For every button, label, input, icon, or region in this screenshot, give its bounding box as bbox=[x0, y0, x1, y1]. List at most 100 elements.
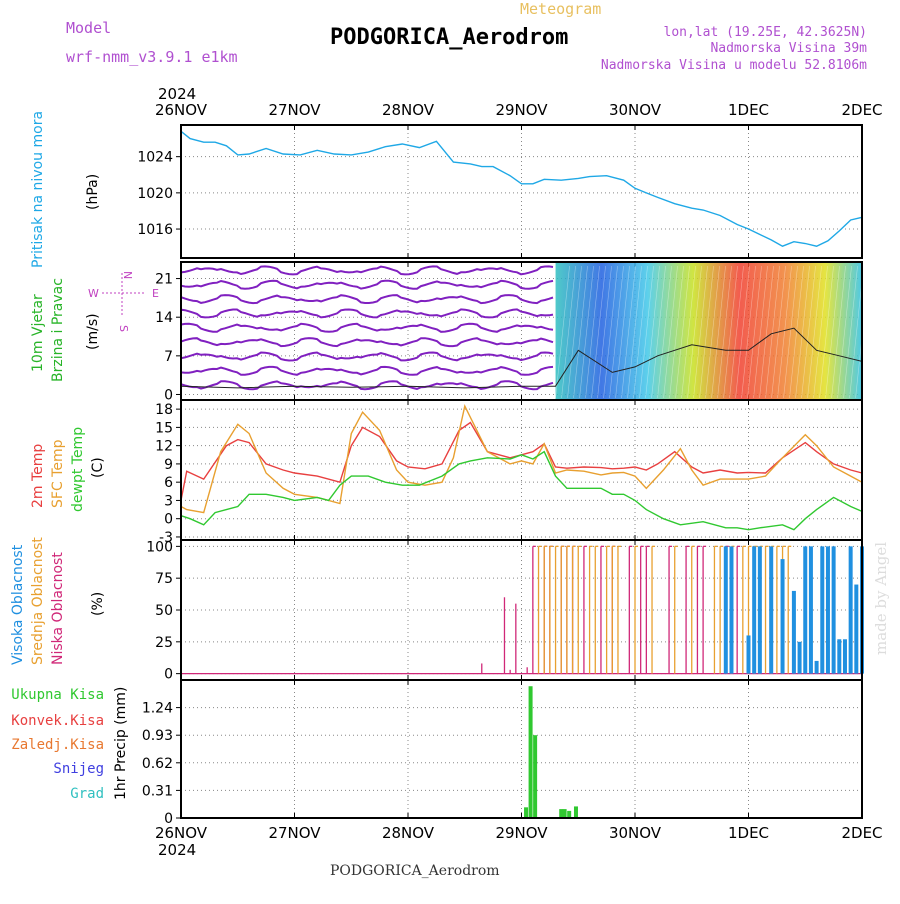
wind-hatch bbox=[567, 265, 582, 399]
precip-bar bbox=[573, 806, 578, 818]
cloud-high-bar bbox=[820, 546, 825, 674]
wind-hatch bbox=[831, 265, 846, 399]
precip-unit: 1hr Precip (mm) bbox=[113, 687, 129, 800]
precip-bar bbox=[533, 735, 538, 818]
y-tick-label: 0 bbox=[164, 667, 173, 683]
temp-line bbox=[180, 421, 863, 501]
wind-hatch bbox=[669, 265, 684, 399]
cloud-high-bar bbox=[752, 546, 757, 674]
precip-bar bbox=[559, 809, 564, 818]
cloud-panel: 0 25 50 75 100 bbox=[146, 539, 864, 683]
cloud-high-bar bbox=[723, 546, 728, 674]
cloud-high-bar bbox=[848, 546, 853, 674]
panel-frame bbox=[180, 679, 863, 819]
station-title: PODGORICA_Aerodrom bbox=[330, 25, 568, 50]
temp-line bbox=[180, 450, 863, 531]
wind-hatch bbox=[801, 265, 816, 399]
wind-hatch bbox=[735, 265, 750, 399]
wind-hatch bbox=[651, 265, 666, 399]
top-date-axis: 26NOV 27NOV 28NOV 29NOV 30NOV 1DEC 2DEC bbox=[155, 101, 883, 119]
precip-legend-snow: Snijeg bbox=[53, 761, 104, 777]
wind-hatch bbox=[753, 265, 768, 399]
bottom-date-label: 28NOV bbox=[382, 824, 435, 842]
cloud-high-bar bbox=[769, 546, 774, 674]
bottom-date-label: 27NOV bbox=[268, 824, 321, 842]
wind-hatch bbox=[813, 265, 828, 399]
model-name: wrf-nmm_v3.9.1 e1km bbox=[66, 48, 238, 66]
year-bottom: 2024 bbox=[158, 841, 196, 859]
bottom-date-label: 2DEC bbox=[841, 824, 882, 842]
cloud-side-label-2: Srednja Oblacnost bbox=[30, 537, 46, 665]
bottom-date-label: 29NOV bbox=[495, 824, 548, 842]
wind-hatch bbox=[621, 265, 636, 399]
wind-unit: (m/s) bbox=[85, 313, 101, 350]
wind-hatch bbox=[609, 265, 624, 399]
wind-hatch bbox=[561, 265, 576, 399]
y-tick-label: 7 bbox=[164, 349, 173, 365]
cloud-high-bar bbox=[791, 590, 796, 674]
cloud-high-bar bbox=[825, 546, 830, 674]
wind-hatch bbox=[693, 265, 708, 399]
wind-hatch bbox=[681, 265, 696, 399]
model-elevation: Nadmorska Visina u modelu 52.8106m bbox=[601, 58, 867, 73]
wind-hatch bbox=[861, 265, 876, 399]
wind-hatch bbox=[723, 265, 738, 399]
wind-hatch bbox=[795, 265, 810, 399]
y-tick-label: 1016 bbox=[137, 222, 173, 238]
wind-barb-row bbox=[180, 265, 554, 276]
wind-hatch bbox=[657, 265, 672, 399]
wind-hatch bbox=[825, 265, 840, 399]
wind-hatch bbox=[747, 265, 762, 399]
precip-bar bbox=[528, 686, 533, 818]
precip-bar bbox=[562, 809, 567, 818]
compass-label: S bbox=[117, 325, 130, 332]
wind-hatch bbox=[675, 265, 690, 399]
y-tick-label: 25 bbox=[155, 635, 173, 651]
y-tick-label: 75 bbox=[155, 571, 173, 587]
top-date-label: 2DEC bbox=[841, 101, 882, 119]
precip-legend-total: Ukupna Kisa bbox=[11, 687, 104, 703]
wind-hatch bbox=[555, 265, 570, 399]
cloud-high-bar bbox=[803, 546, 808, 674]
wind-hatch bbox=[615, 265, 630, 399]
temperature-panel: -3 0 3 6 9 12 15 18 bbox=[155, 399, 863, 546]
y-tick-label: 18 bbox=[155, 402, 173, 418]
y-tick-label: 0 bbox=[164, 387, 173, 403]
precip-legend-conv: Konvek.Kisa bbox=[11, 713, 104, 729]
wind-hatch bbox=[585, 265, 600, 399]
wind-hatch bbox=[783, 265, 798, 399]
bottom-date-axis: 26NOV 27NOV 28NOV 29NOV 30NOV 1DEC 2DEC bbox=[155, 824, 883, 842]
wind-hatch bbox=[627, 265, 642, 399]
temp-side-label-3: dewpt Temp bbox=[70, 427, 86, 512]
y-tick-label: 15 bbox=[155, 420, 173, 436]
y-tick-label: 6 bbox=[164, 475, 173, 491]
cloud-unit: (%) bbox=[90, 592, 106, 616]
precip-legend-grad: Grad bbox=[70, 786, 104, 802]
meteogram-label: Meteogram bbox=[520, 0, 601, 18]
top-date-label: 29NOV bbox=[495, 101, 548, 119]
wind-hatch bbox=[837, 265, 852, 399]
wind-panel: 0 7 14 21 bbox=[155, 261, 876, 403]
wind-hatch bbox=[759, 265, 774, 399]
top-date-label: 27NOV bbox=[268, 101, 321, 119]
pressure-line bbox=[180, 130, 863, 247]
temp-unit: (C) bbox=[90, 457, 106, 478]
wind-hatch bbox=[729, 265, 744, 399]
cloud-high-bar bbox=[814, 660, 819, 674]
wind-hatch bbox=[699, 265, 714, 399]
bottom-date-label: 1DEC bbox=[728, 824, 769, 842]
wind-hatch bbox=[591, 265, 606, 399]
bottom-date-label: 30NOV bbox=[609, 824, 662, 842]
wind-hatch bbox=[789, 265, 804, 399]
bottom-date-label: 26NOV bbox=[155, 824, 208, 842]
cloud-high-bar bbox=[757, 546, 762, 674]
y-tick-label: -3 bbox=[159, 530, 173, 546]
y-tick-label: 0.31 bbox=[142, 783, 173, 799]
credit: made by Angel bbox=[872, 542, 890, 655]
wind-hatch bbox=[687, 265, 702, 399]
wind-hatch bbox=[711, 265, 726, 399]
wind-hatch bbox=[741, 265, 756, 399]
wind-hatch bbox=[663, 265, 678, 399]
temp-side-label-2: SFC Temp bbox=[50, 439, 66, 508]
